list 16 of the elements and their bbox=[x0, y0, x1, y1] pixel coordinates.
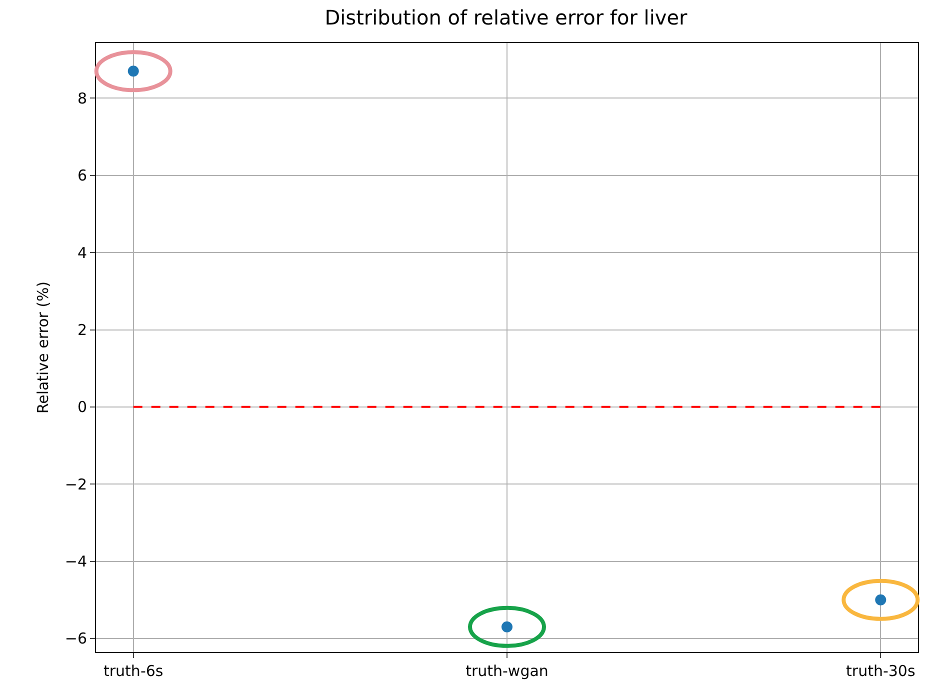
y-tick-label: 6 bbox=[77, 166, 87, 185]
y-axis-title: Relative error (%) bbox=[34, 281, 52, 414]
x-tick-label: truth-6s bbox=[104, 662, 164, 680]
y-tick-label: 8 bbox=[77, 89, 87, 108]
y-tick-label: −6 bbox=[64, 630, 87, 648]
y-tick-label: −4 bbox=[64, 552, 87, 571]
point bbox=[875, 594, 886, 606]
x-tick-label: truth-30s bbox=[846, 662, 916, 680]
y-tick-label: 0 bbox=[77, 398, 87, 416]
x-tick-label: truth-wgan bbox=[466, 662, 548, 680]
point bbox=[502, 621, 512, 632]
y-tick-label: 4 bbox=[77, 244, 87, 262]
chart-title: Distribution of relative error for liver bbox=[324, 5, 688, 30]
point bbox=[128, 66, 139, 77]
y-tick-label: 2 bbox=[77, 321, 87, 339]
y-tick-label: −2 bbox=[64, 475, 87, 494]
